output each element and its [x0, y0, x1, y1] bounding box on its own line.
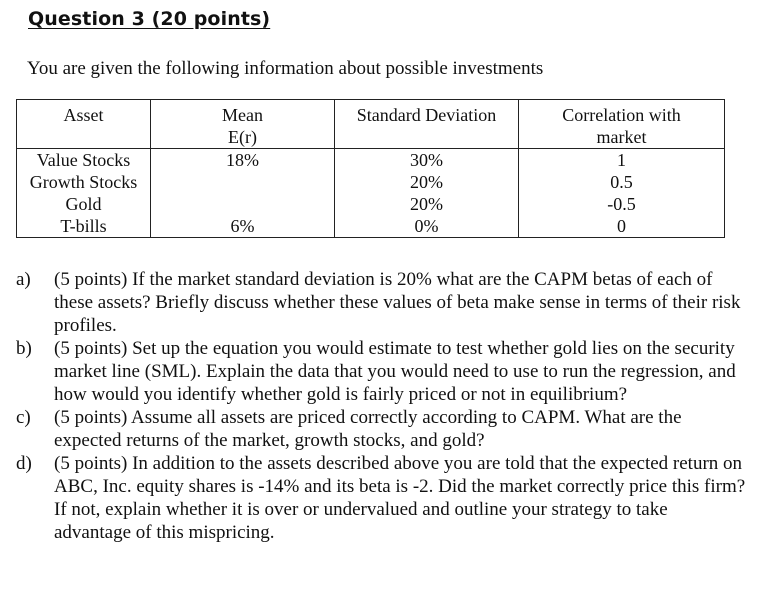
cell-corr: 1	[518, 148, 725, 171]
question-label: a)	[16, 269, 31, 290]
cell-mean: 18%	[150, 148, 335, 171]
question-text: (5 points) Assume all assets are priced …	[54, 407, 682, 451]
question-item-d: d) (5 points) In addition to the assets …	[16, 452, 746, 544]
question-text: (5 points) Set up the equation you would…	[54, 338, 736, 405]
cell-mean	[150, 193, 335, 215]
question-text: (5 points) In addition to the assets des…	[54, 453, 746, 543]
cell-sd: 20%	[334, 193, 519, 215]
cell-asset: T-bills	[16, 215, 151, 238]
cell-corr: -0.5	[518, 193, 725, 215]
header-asset: Asset	[16, 99, 151, 149]
cell-sd: 30%	[334, 148, 519, 171]
cell-asset: Value Stocks	[16, 148, 151, 171]
question-label: c)	[16, 407, 31, 428]
cell-corr: 0	[518, 215, 725, 238]
investments-table: Asset Mean E(r) Standard Deviation Correl…	[16, 99, 725, 238]
table-row: T-bills 6% 0% 0	[16, 215, 725, 238]
question-label: d)	[16, 453, 32, 474]
question-item-a: a) (5 points) If the market standard dev…	[16, 268, 746, 337]
table-row: Value Stocks 18% 30% 1	[16, 148, 725, 171]
cell-asset: Growth Stocks	[16, 171, 151, 193]
question-list: a) (5 points) If the market standard dev…	[16, 268, 746, 544]
question-item-c: c) (5 points) Assume all assets are pric…	[16, 406, 746, 452]
header-standard-deviation: Standard Deviation	[334, 99, 519, 149]
cell-sd: 20%	[334, 171, 519, 193]
question-label: b)	[16, 338, 32, 359]
table-header-row: Asset Mean E(r) Standard Deviation Correl…	[16, 99, 725, 149]
intro-text: You are given the following information …	[27, 58, 544, 79]
question-title: Question 3 (20 points)	[28, 8, 271, 30]
cell-corr: 0.5	[518, 171, 725, 193]
table-row: Growth Stocks 20% 0.5	[16, 171, 725, 193]
cell-mean	[150, 171, 335, 193]
cell-sd: 0%	[334, 215, 519, 238]
table-row: Gold 20% -0.5	[16, 193, 725, 215]
question-item-b: b) (5 points) Set up the equation you wo…	[16, 337, 746, 406]
cell-mean: 6%	[150, 215, 335, 238]
question-text: (5 points) If the market standard deviat…	[54, 269, 741, 336]
cell-asset: Gold	[16, 193, 151, 215]
header-correlation: Correlation with market	[518, 99, 725, 149]
header-mean: Mean E(r)	[150, 99, 335, 149]
